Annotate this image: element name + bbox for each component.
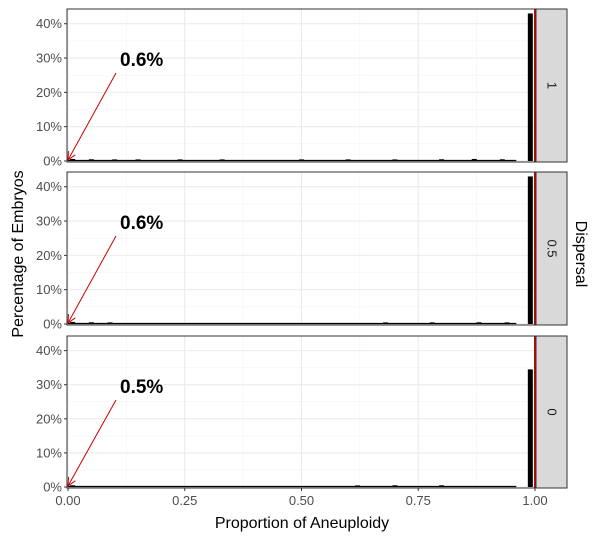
annotation-arrow	[67, 72, 117, 161]
x-tick-label: 1.00	[522, 493, 547, 508]
y-tick-label: 30%	[36, 377, 62, 392]
facet-strip-label: 1	[545, 82, 560, 89]
annotation-arrow	[67, 235, 117, 324]
histogram-bar	[88, 322, 94, 324]
histogram-bar	[527, 369, 533, 487]
facet-strip-label: 0	[545, 408, 560, 415]
histogram-bar	[504, 322, 510, 324]
y-tick-label: 20%	[36, 411, 62, 426]
histogram-bar	[112, 159, 118, 161]
histogram-bar	[219, 159, 225, 161]
histogram-bar	[345, 159, 351, 161]
x-axis-title: Proportion of Aneuploidy	[215, 515, 389, 532]
histogram-bar	[439, 485, 445, 487]
histogram-bar	[392, 485, 398, 487]
histogram-bar	[499, 159, 505, 161]
y-axis-title: Percentage of Embryos	[10, 170, 27, 337]
x-tick-label: 0.50	[289, 493, 314, 508]
y-tick-label: 30%	[36, 51, 62, 66]
y-tick-label: 0%	[43, 317, 62, 332]
histogram-bar	[392, 159, 398, 161]
y-tick-label: 40%	[36, 16, 62, 31]
histogram-bar	[383, 322, 389, 324]
histogram-bar	[476, 322, 482, 324]
annotation-label: 0.6%	[120, 50, 163, 71]
y-tick-label: 30%	[36, 214, 62, 229]
histogram-bar	[107, 322, 113, 324]
histogram-bar	[70, 158, 76, 161]
y-tick-label: 20%	[36, 85, 62, 100]
y-tick-label: 40%	[36, 343, 62, 358]
facet-panel-2: 0.6% 0% 10% 20% 30% 40% 0.5	[36, 171, 568, 332]
histogram-bar	[429, 322, 435, 324]
annotation-label: 0.6%	[120, 213, 163, 234]
facet-strip	[535, 171, 568, 326]
annotation-label: 0.5%	[120, 377, 163, 398]
x-axis: 0.00 0.25 0.50 0.75 1.00	[55, 488, 548, 508]
x-tick-label: 0.00	[55, 493, 80, 508]
facet-strip-label: 0.5	[545, 239, 560, 257]
y-tick-label: 10%	[36, 282, 62, 297]
facet-panel-3: 0.5% 0% 10% 20% 30% 40% 0	[36, 335, 568, 495]
histogram-bar	[527, 13, 533, 161]
facet-title: Dispersal	[572, 221, 589, 288]
annotation-arrowhead	[67, 313, 76, 325]
histogram-bar	[439, 159, 445, 161]
annotation-arrowhead	[67, 476, 76, 488]
histogram-bar	[88, 159, 94, 161]
annotation-arrowhead	[67, 150, 76, 162]
y-tick-label: 20%	[36, 248, 62, 263]
y-tick-label: 40%	[36, 179, 62, 194]
histogram-bar	[135, 159, 141, 161]
y-tick-label: 10%	[36, 445, 62, 460]
y-tick-label: 0%	[43, 480, 62, 495]
histogram-bar	[471, 158, 477, 161]
y-tick-label: 10%	[36, 119, 62, 134]
histogram-bar	[355, 485, 361, 487]
panels-layer: 0.6%0%10%20%30%40%10.6%0%10%20%30%40%0.5…	[36, 8, 568, 495]
facet-strip	[535, 8, 568, 163]
y-tick-label: 0%	[43, 154, 62, 169]
annotation-arrow	[67, 399, 117, 487]
histogram-bar	[177, 159, 183, 161]
histogram-bar	[299, 159, 304, 161]
histogram-bar	[70, 321, 76, 324]
x-tick-label: 0.25	[172, 493, 197, 508]
facet-panel-1: 0.6% 0% 10% 20% 30% 40% 1	[36, 8, 568, 169]
histogram-bar	[70, 485, 76, 487]
x-tick-label: 0.75	[406, 493, 431, 508]
histogram-bar	[527, 176, 533, 324]
facet-strip	[535, 335, 568, 489]
